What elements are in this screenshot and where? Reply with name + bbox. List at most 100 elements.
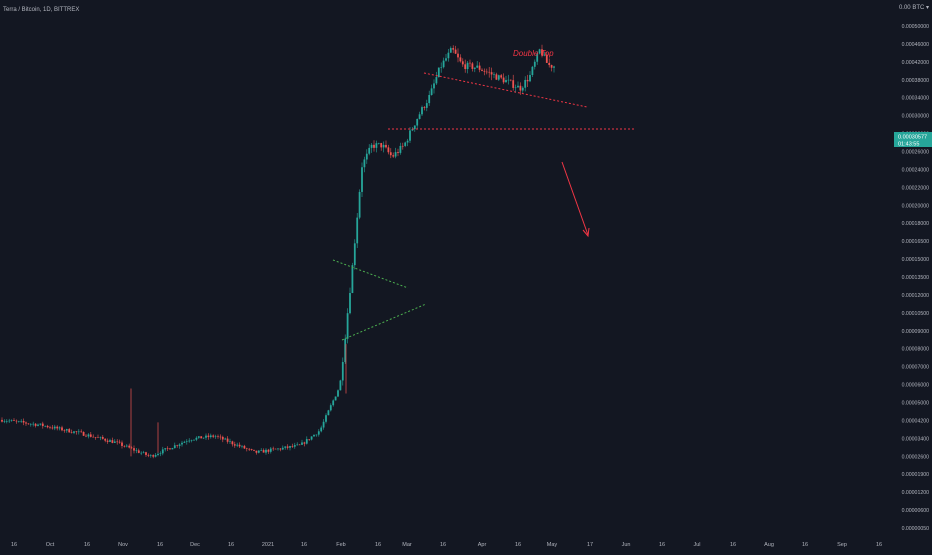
triangle-upper-line[interactable] [332,259,409,289]
candle-body [44,425,47,427]
candle-body [485,71,488,73]
price-tick-label: 0.00006000 [902,383,930,389]
triangle-lower-line[interactable] [341,303,427,341]
candle-body [339,380,342,391]
candle-body [41,423,44,427]
candle-body [322,421,325,428]
candle-body [80,431,83,433]
candle-body [133,448,135,451]
candle-body [15,420,18,422]
candle-body [202,437,205,439]
candle-body [454,49,457,54]
candle-body [409,130,411,141]
candle-body [349,292,351,314]
price-tick-label: 0.00046000 [902,42,930,48]
time-tick-label: Mar [402,542,412,548]
candle-body [519,85,522,91]
candle-body [296,444,299,446]
candle-body [437,67,440,78]
candle-body [65,429,68,431]
time-tick-label: 16 [301,542,307,548]
candle-body [363,159,366,168]
target-arrow-head [582,227,590,238]
last-price-box [894,132,932,147]
time-tick-label: 16 [730,542,736,548]
candle-body [368,147,371,154]
candle-body [61,427,63,431]
candle-body [101,437,104,439]
price-tick-label: 0.00007000 [902,365,930,371]
candle-body [310,436,313,440]
candle-body [125,445,128,447]
candle-body [27,423,30,425]
candle-body [425,103,428,108]
time-tick-label: 16 [84,542,90,548]
candle-body [205,435,207,438]
candle-body [181,442,183,445]
candle-body [231,441,234,445]
target-arrow-shaft[interactable] [561,161,589,236]
price-tick-label: 0.00000050 [902,526,930,532]
price-tick-label: 0.00001200 [902,490,930,496]
price-tick-label: 0.00012000 [902,293,930,299]
time-tick-label: Jul [693,542,700,548]
candle-body [356,217,359,244]
candle-body [490,72,493,75]
candle-body [77,431,80,433]
candle-body [113,441,116,443]
candle-body [389,152,392,156]
candle-body [3,421,6,422]
candle-body [536,53,539,62]
time-tick-label: Dec [190,542,200,548]
candle-body [476,65,479,68]
price-tick-label: 0.00003400 [902,436,930,442]
currency-selector[interactable]: 0.00 BTC ▾ [899,5,929,11]
candle-body [195,437,198,440]
double-top-label[interactable]: Double Top [513,49,554,58]
time-axis[interactable]: 16 Oct 16 Nov 16 Dec 16 2021 16 Feb 16 Mar 16 Apr 16 Ma… [11,542,882,548]
time-tick-label: May [547,542,558,548]
candle-body [329,405,332,411]
time-tick-label: Feb [336,542,345,548]
candle-body [521,87,524,91]
candle-body [207,435,210,438]
candle-body [469,62,471,64]
candle-body [200,436,203,439]
candle-body [1,419,3,422]
price-tick-label: 0.00022000 [902,185,930,191]
candle-body [169,448,171,450]
candle-body [457,53,459,58]
candle-body [308,439,311,440]
time-tick-label: 2021 [262,542,274,548]
candle-body [445,58,447,61]
candle-body [387,147,390,153]
candle-body [29,423,32,425]
candle-body [262,450,265,453]
candle-body [351,265,354,293]
candle-body [502,77,505,83]
price-axis[interactable]: 0.00 BTC ▾ 0.00050000 0.00046000 0.0004200… [899,5,929,532]
candle-body [245,448,248,450]
candle-body [49,427,51,428]
candle-body [13,420,15,421]
price-tick-label: 0.00016500 [902,239,930,245]
time-tick-label: 16 [157,542,163,548]
candle-body [97,437,99,438]
candle-body [109,440,111,442]
time-tick-label: Sep [837,542,847,548]
time-tick-label: Aug [764,542,774,548]
time-tick-label: Oct [46,542,55,548]
candle-body [197,436,200,438]
price-tick-label: 0.00024000 [902,167,930,173]
candle-body [145,452,147,455]
candle-body [529,75,531,82]
candle-body [548,62,551,66]
candle-body [315,434,318,436]
candle-body [135,450,138,452]
candle-body [449,48,452,53]
candle-body [10,420,13,421]
candle-body [370,144,373,148]
